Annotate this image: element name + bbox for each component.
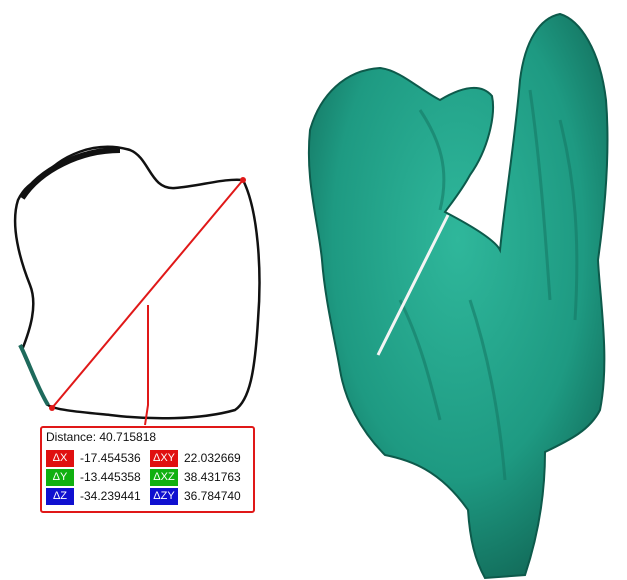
delta-row-x: ΔX -17.454536 ΔXY 22.032669 xyxy=(46,450,256,468)
measure-line[interactable] xyxy=(51,179,244,409)
delta-y-value: -13.445358 xyxy=(80,470,141,484)
delta-row-y: ΔY -13.445358 ΔXZ 38.431763 xyxy=(46,469,256,487)
section-outline-thick xyxy=(19,147,121,200)
mesh-ridge xyxy=(398,89,579,481)
delta-z-chip: ΔZ xyxy=(46,488,74,505)
delta-xy-value: 22.032669 xyxy=(184,451,241,465)
delta-xz-value: 38.431763 xyxy=(184,470,241,484)
section-outline-teal xyxy=(18,344,50,407)
measurement-panel: Distance: 40.715818 ΔX -17.454536 ΔXY 22… xyxy=(40,426,255,513)
delta-xz-chip: ΔXZ xyxy=(150,469,178,486)
measure-endpoint-icon[interactable] xyxy=(49,405,55,411)
delta-y-chip: ΔY xyxy=(46,469,74,486)
delta-xy-chip: ΔXY xyxy=(150,450,178,467)
delta-row-z: ΔZ -34.239441 ΔZY 36.784740 xyxy=(46,488,256,506)
delta-z-value: -34.239441 xyxy=(80,489,141,503)
delta-zy-chip: ΔZY xyxy=(150,488,178,505)
measure-endpoint-icon[interactable] xyxy=(240,177,246,183)
delta-zy-value: 36.784740 xyxy=(184,489,241,503)
delta-x-chip: ΔX xyxy=(46,450,74,467)
delta-x-value: -17.454536 xyxy=(80,451,141,465)
cut-line xyxy=(376,214,450,356)
measure-leader xyxy=(144,305,149,426)
section-outline xyxy=(13,145,261,420)
mesh-model[interactable] xyxy=(307,12,609,580)
distance-label: Distance: 40.715818 xyxy=(46,430,157,444)
